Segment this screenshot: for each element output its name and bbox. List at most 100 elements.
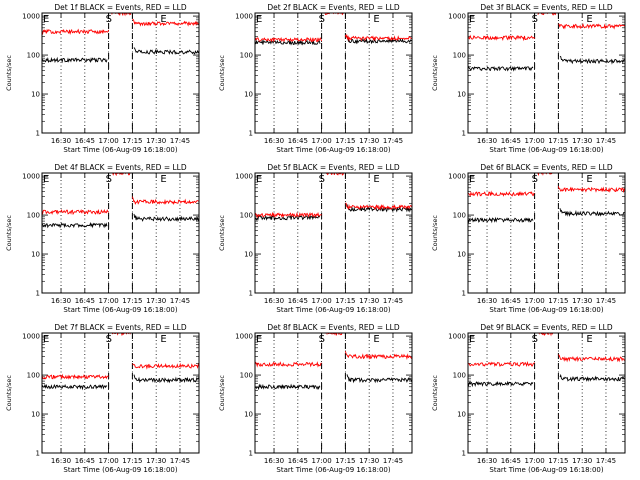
x-tick-label: 17:00 — [525, 297, 545, 305]
y-tick-label: 1 — [36, 290, 40, 298]
x-tick-label: 17:45 — [383, 137, 403, 145]
lld-trace — [42, 373, 109, 380]
detector-plot-7: Det 7f BLACK = Events, RED = LLD Counts/s… — [5, 323, 200, 474]
y-axis-label: Counts/sec — [5, 215, 13, 251]
x-tick-label: 16:45 — [288, 457, 308, 465]
y-tick-label: 1000 — [22, 333, 40, 341]
y-tick-label: 100 — [453, 372, 466, 380]
x-tick-label: 17:00 — [312, 457, 332, 465]
plot-frame — [467, 12, 626, 134]
events-trace — [468, 216, 534, 224]
y-axis-label: Counts/sec — [431, 215, 439, 251]
plot-frame — [467, 172, 626, 294]
lld-trace — [111, 333, 131, 337]
y-tick-label: 1000 — [235, 13, 253, 21]
x-axis-label: Start Time (06-Aug-09 16:18:00) — [489, 146, 603, 154]
x-tick-label: 17:00 — [99, 137, 119, 145]
x-axis-label: Start Time (06-Aug-09 16:18:00) — [63, 466, 177, 474]
y-tick-label: 10 — [244, 251, 253, 259]
y-tick-label: 1000 — [22, 173, 40, 181]
lld-trace — [344, 33, 412, 42]
end-marker-label: E — [43, 174, 49, 185]
x-tick-label: 16:45 — [75, 457, 95, 465]
x-tick-label: 17:15 — [548, 457, 568, 465]
lld-trace — [468, 360, 535, 367]
y-tick-label: 1 — [462, 130, 466, 138]
x-tick-label: 16:45 — [501, 137, 521, 145]
end-marker-label: E — [586, 174, 592, 185]
y-tick-label: 1 — [249, 450, 253, 458]
end-marker-label: E — [256, 334, 262, 345]
y-tick-label: 10 — [31, 411, 40, 419]
y-axis-label: Counts/sec — [431, 55, 439, 91]
lld-trace — [255, 211, 322, 219]
y-tick-label: 1 — [249, 130, 253, 138]
x-tick-label: 17:30 — [359, 137, 379, 145]
start-marker-label: S — [106, 14, 112, 25]
end-marker-label: E — [373, 174, 379, 185]
x-tick-label: 16:45 — [288, 297, 308, 305]
x-tick-label: 16:30 — [477, 137, 497, 145]
lld-trace — [558, 354, 625, 363]
detector-plot-3: Det 3f BLACK = Events, RED = LLD Counts/s… — [431, 3, 626, 154]
x-tick-label: 16:30 — [264, 297, 284, 305]
x-tick-label: 16:45 — [75, 297, 95, 305]
y-tick-label: 10 — [457, 91, 466, 99]
events-trace — [133, 213, 199, 223]
detector-plot-9: Det 9f BLACK = Events, RED = LLD Counts/s… — [431, 323, 626, 474]
y-tick-label: 1000 — [448, 333, 466, 341]
events-trace — [42, 56, 108, 64]
x-tick-label: 17:00 — [99, 297, 119, 305]
end-marker-label: E — [469, 14, 475, 25]
plot-frame — [467, 332, 626, 454]
x-axis-label: Start Time (06-Aug-09 16:18:00) — [489, 306, 603, 314]
x-tick-label: 16:30 — [51, 297, 71, 305]
x-tick-label: 17:15 — [122, 137, 142, 145]
x-tick-label: 17:15 — [548, 137, 568, 145]
y-tick-label: 1 — [249, 290, 253, 298]
events-trace — [468, 65, 534, 72]
y-tick-label: 100 — [27, 372, 40, 380]
x-tick-label: 17:15 — [335, 297, 355, 305]
x-tick-label: 17:30 — [146, 137, 166, 145]
plot-title: Det 9f BLACK = Events, RED = LLD — [480, 323, 613, 332]
x-tick-label: 17:30 — [572, 457, 592, 465]
lld-trace — [132, 18, 199, 27]
detector-plot-5: Det 5f BLACK = Events, RED = LLD Counts/s… — [218, 163, 413, 314]
x-tick-label: 17:45 — [596, 137, 616, 145]
y-tick-label: 100 — [240, 52, 253, 60]
x-tick-label: 17:45 — [596, 457, 616, 465]
end-marker-label: E — [373, 334, 379, 345]
y-tick-label: 10 — [31, 91, 40, 99]
x-tick-label: 16:45 — [288, 137, 308, 145]
events-trace — [346, 374, 412, 384]
x-axis-label: Start Time (06-Aug-09 16:18:00) — [63, 146, 177, 154]
start-marker-label: S — [532, 334, 538, 345]
end-marker-label: E — [160, 334, 166, 345]
events-trace — [255, 39, 321, 46]
x-tick-label: 17:45 — [170, 457, 190, 465]
y-tick-label: 1000 — [22, 13, 40, 21]
y-tick-label: 1000 — [235, 333, 253, 341]
plot-frame — [254, 332, 413, 454]
start-marker-label: S — [319, 334, 325, 345]
plot-title: Det 4f BLACK = Events, RED = LLD — [54, 163, 187, 172]
plot-title: Det 5f BLACK = Events, RED = LLD — [267, 163, 400, 172]
end-marker-label: E — [256, 174, 262, 185]
end-marker-label: E — [160, 14, 166, 25]
start-marker-label: S — [106, 174, 112, 185]
x-tick-label: 17:00 — [525, 137, 545, 145]
end-marker-label: E — [160, 174, 166, 185]
x-tick-label: 17:30 — [146, 457, 166, 465]
plot-title: Det 6f BLACK = Events, RED = LLD — [480, 163, 613, 172]
lld-trace — [344, 351, 412, 361]
x-tick-label: 16:30 — [477, 297, 497, 305]
y-axis-label: Counts/sec — [218, 375, 226, 411]
events-trace — [42, 383, 108, 391]
y-tick-label: 100 — [240, 212, 253, 220]
end-marker-label: E — [373, 14, 379, 25]
x-tick-label: 17:15 — [335, 137, 355, 145]
plot-frame — [254, 12, 413, 134]
y-tick-label: 100 — [453, 52, 466, 60]
